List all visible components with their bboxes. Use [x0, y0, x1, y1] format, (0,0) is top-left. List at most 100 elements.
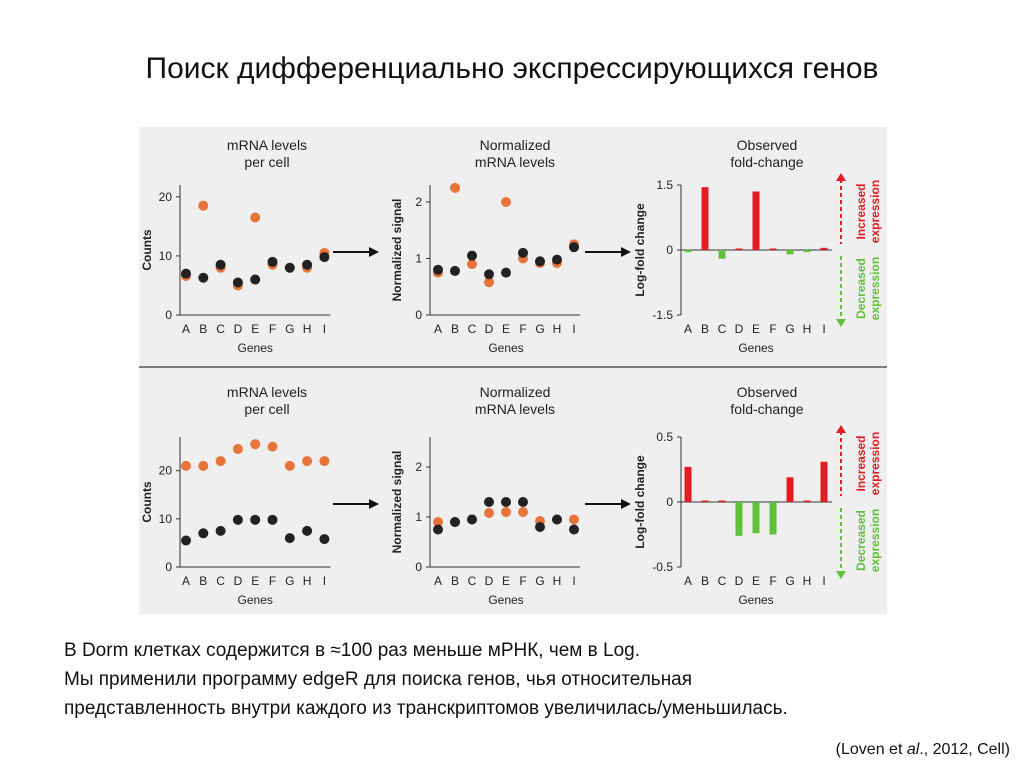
top-normalized-point-black-B	[450, 265, 460, 276]
top-foldchange-bar-B	[701, 187, 709, 250]
bottom-counts-point-orange-E	[250, 439, 261, 450]
bottom-counts-xtick-G: G	[285, 574, 294, 588]
top-foldchange-xtick-B: B	[701, 322, 709, 336]
top-normalized-ytick-0: 0	[415, 308, 422, 322]
bottom-foldchange-bar-F	[769, 502, 777, 535]
bottom-counts-point-orange-B	[198, 460, 209, 471]
top-foldchange-increase-arrow-head	[836, 173, 846, 181]
top-normalized-point-black-H	[552, 254, 562, 265]
bottom-normalized-point-black-I	[569, 524, 579, 535]
top-counts-ytick-0: 0	[165, 308, 172, 322]
bottom-normalized-xtick-H: H	[553, 574, 562, 588]
top-foldchange-xlabel: Genes	[738, 341, 773, 355]
bottom-foldchange-bar-H	[803, 500, 811, 502]
top-counts-ytick-20: 20	[159, 190, 173, 204]
top-normalized-xtick-I: I	[572, 322, 575, 336]
bottom-normalized-point-black-A	[433, 524, 443, 535]
bottom-counts-ylabel: Counts	[140, 481, 154, 523]
top-normalized-xtick-E: E	[502, 322, 510, 336]
bottom-foldchange-xtick-F: F	[769, 574, 776, 588]
top-counts-point-orange-E	[250, 212, 261, 223]
top-foldchange-title-line-1: Observed	[737, 137, 798, 153]
top-foldchange-bar-I	[820, 247, 828, 250]
bottom-normalized-point-orange-E	[501, 507, 511, 517]
top-counts-point-black-G	[284, 262, 295, 273]
bottom-foldchange-xtick-E: E	[752, 574, 760, 588]
top-counts-point-black-I	[319, 252, 330, 263]
bottom-foldchange-bar-C	[718, 500, 726, 502]
top-foldchange-decreased-label-1: Decreased	[854, 258, 868, 319]
bottom-foldchange-bar-A	[684, 466, 692, 502]
bottom-counts-point-orange-D	[232, 444, 243, 455]
top-counts-xtick-G: G	[285, 322, 294, 336]
bottom-counts-point-black-B	[198, 528, 209, 539]
bottom-foldchange-increased-label-1: Increased	[854, 435, 868, 491]
top-foldchange-xtick-D: D	[735, 322, 744, 336]
citation: (Loven et al., 2012, Cell)	[836, 741, 1010, 759]
bottom-counts-point-black-D	[232, 514, 243, 525]
bottom-counts-xlabel: Genes	[238, 593, 273, 607]
bottom-counts-point-orange-I	[319, 456, 330, 467]
top-normalized-xlabel: Genes	[488, 341, 523, 355]
top-foldchange-ytick-0: 0	[666, 243, 673, 257]
top-foldchange-decreased-label-2: expression	[868, 257, 882, 320]
bottom-counts-xtick-B: B	[199, 574, 207, 588]
top-foldchange-decrease-arrow-head	[836, 319, 846, 327]
top-counts-point-black-B	[198, 272, 209, 283]
bottom-foldchange-title-line-2: fold-change	[730, 401, 803, 417]
bottom-foldchange-xtick-H: H	[803, 574, 812, 588]
top-flow-arrow-2-head	[621, 247, 631, 257]
bottom-counts-point-black-A	[181, 535, 191, 546]
bottom-foldchange-increase-arrow-head	[836, 425, 846, 433]
bottom-counts-ytick-20: 20	[159, 464, 173, 478]
top-foldchange-bar-D	[735, 248, 743, 250]
bottom-foldchange-xtick-A: A	[684, 574, 692, 588]
top-counts-title-line-1: mRNA levels	[227, 137, 307, 153]
top-foldchange-increased-label-2: expression	[868, 180, 882, 243]
top-normalized-point-black-A	[433, 264, 443, 275]
bottom-foldchange-ylabel: Log-fold change	[633, 455, 647, 549]
bottom-counts-ytick-0: 0	[165, 560, 172, 574]
bottom-normalized-xtick-F: F	[519, 574, 526, 588]
top-counts-point-black-A	[181, 268, 191, 279]
bottom-counts-xtick-F: F	[269, 574, 276, 588]
top-foldchange-xtick-G: G	[785, 322, 794, 336]
top-foldchange-bar-H	[803, 250, 811, 253]
bottom-normalized-xtick-I: I	[572, 574, 575, 588]
top-foldchange-xtick-C: C	[718, 322, 727, 336]
bottom-counts-xtick-A: A	[182, 574, 190, 588]
bottom-foldchange-decreased-label-2: expression	[868, 509, 882, 572]
citation-suffix: ., 2012, Cell)	[919, 741, 1010, 758]
top-counts-title-line-2: per cell	[244, 154, 289, 170]
top-foldchange-xtick-H: H	[803, 322, 812, 336]
bottom-normalized-xtick-A: A	[434, 574, 442, 588]
bottom-counts-title-line-2: per cell	[244, 401, 289, 417]
top-foldchange-xtick-I: I	[822, 322, 825, 336]
bottom-foldchange-bar-B	[701, 500, 709, 502]
citation-italic: al	[906, 741, 920, 758]
top-normalized-point-black-E	[501, 267, 511, 278]
top-normalized-xtick-B: B	[451, 322, 459, 336]
top-normalized-point-orange-E	[501, 196, 511, 207]
top-counts-point-black-D	[232, 277, 243, 288]
body-line-1: В Dorm клетках содержится в ≈100 раз мен…	[64, 640, 641, 661]
bottom-flow-arrow-2-head	[621, 499, 631, 509]
top-counts-xtick-F: F	[269, 322, 276, 336]
top-counts-point-black-H	[302, 259, 313, 270]
bottom-flow-arrow-1-head	[369, 499, 379, 509]
bottom-foldchange-xtick-G: G	[785, 574, 794, 588]
top-counts-point-black-C	[215, 259, 226, 270]
bottom-normalized-ylabel: Normalized signal	[390, 451, 404, 554]
top-normalized-xtick-A: A	[434, 322, 442, 336]
top-foldchange-increased-label-1: Increased	[854, 183, 868, 239]
bottom-normalized-point-black-B	[450, 517, 460, 527]
body-text: В Dorm клетках содержится в ≈100 раз мен…	[64, 636, 1004, 723]
figure-panel: mRNA levels per cell A B C D E F G H I Genes 0 10 20 Co…	[139, 127, 887, 614]
bottom-foldchange-bar-E	[752, 502, 760, 534]
bottom-foldchange-decrease-arrow-head	[836, 571, 846, 579]
bottom-normalized-point-black-C	[467, 514, 477, 525]
top-foldchange-bar-E	[752, 191, 760, 250]
bottom-counts-xtick-C: C	[216, 574, 225, 588]
top-normalized-point-orange-B	[450, 182, 460, 193]
